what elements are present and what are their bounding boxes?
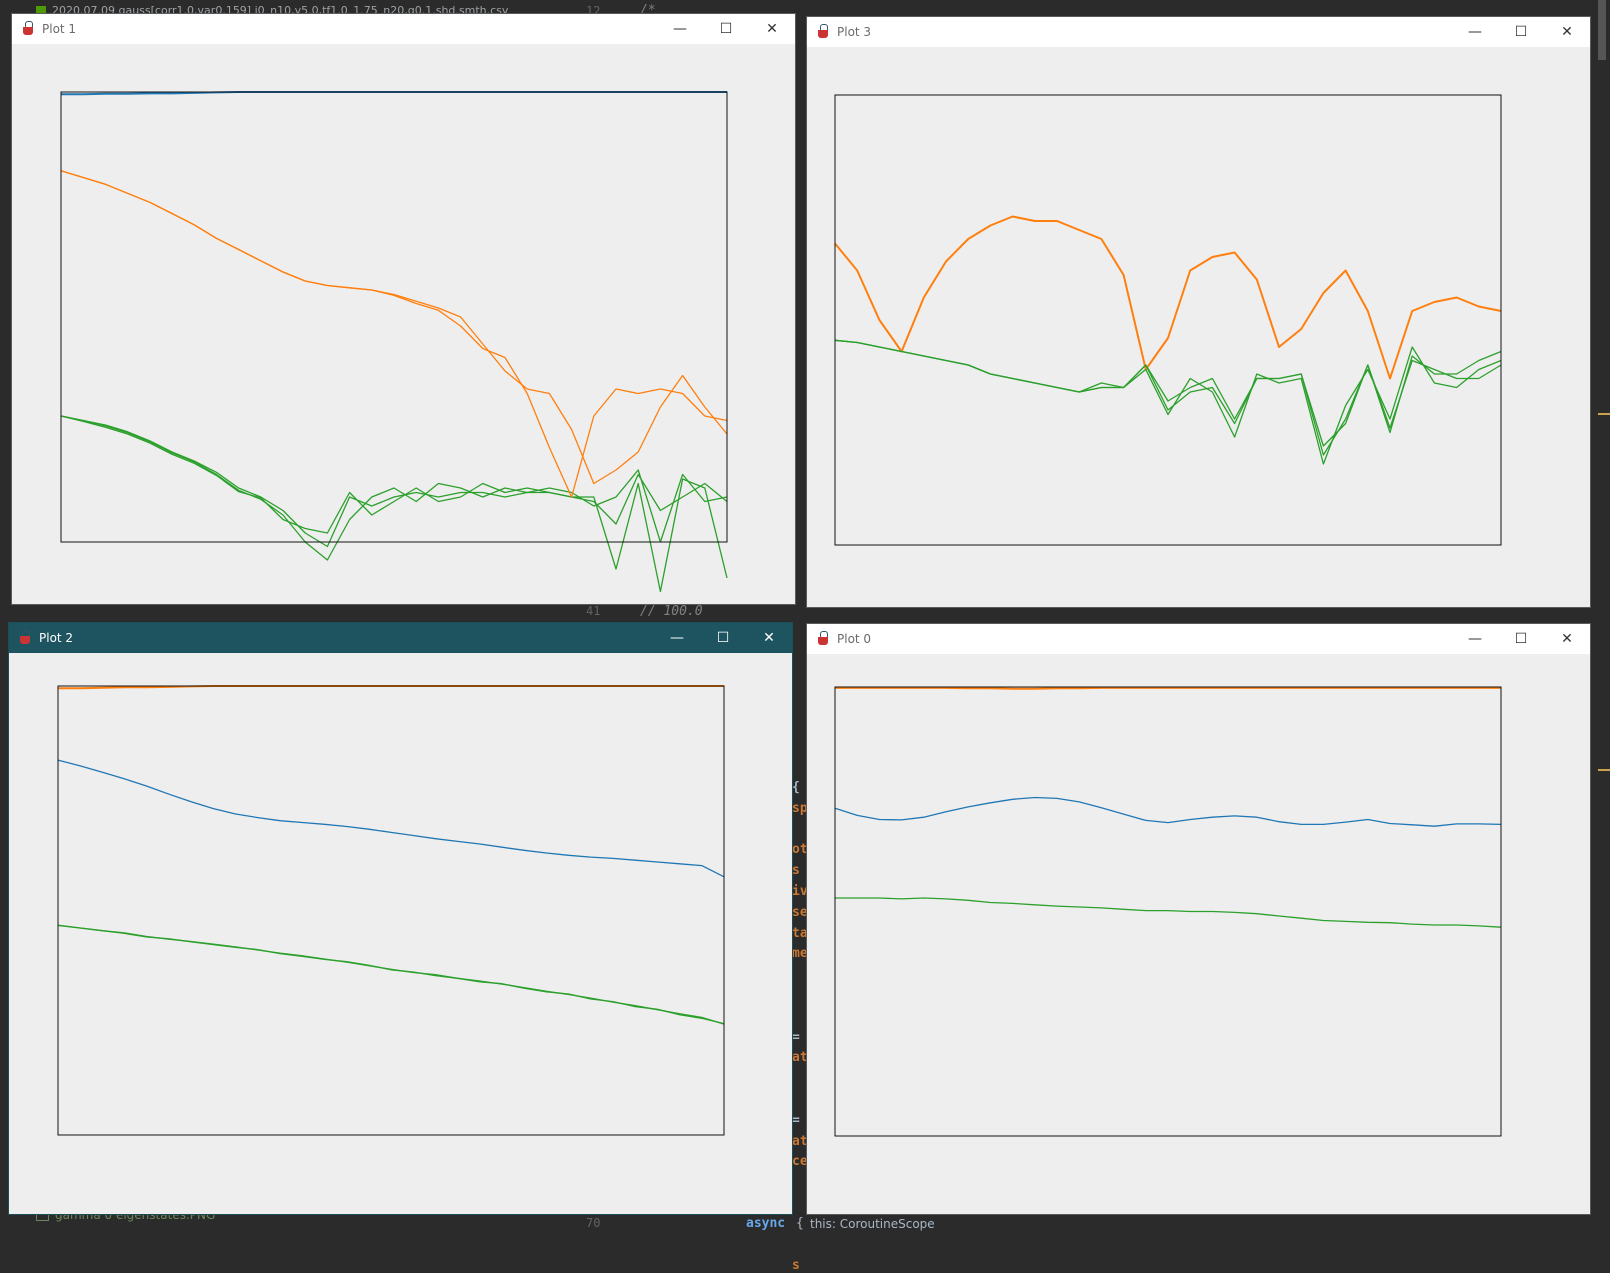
series-line — [835, 897, 1502, 928]
code-fragment: at — [792, 1050, 808, 1066]
window-title: Plot 1 — [42, 22, 77, 36]
code-comment-100: // 100.0 — [640, 604, 703, 619]
code-fragment: = — [792, 1112, 800, 1128]
plot-canvas — [12, 44, 795, 604]
code-keyword-async: async — [746, 1216, 786, 1231]
window-titlebar[interactable]: Plot 2 — ☐ ✕ — [9, 623, 792, 653]
series-line — [57, 759, 725, 878]
close-button[interactable]: ✕ — [1561, 631, 1573, 647]
plot-frame — [834, 94, 1502, 546]
line-chart — [57, 685, 725, 1136]
series-line — [60, 170, 728, 498]
plot-window-2[interactable]: Plot 2 — ☐ ✕ — [8, 622, 793, 1215]
close-button[interactable]: ✕ — [763, 630, 775, 646]
maximize-button[interactable]: ☐ — [716, 630, 730, 646]
java-app-icon — [815, 24, 831, 40]
window-title: Plot 2 — [39, 631, 74, 645]
window-titlebar[interactable]: Plot 1 — ☐ ✕ — [12, 14, 795, 44]
gutter-line-41: 41 — [586, 604, 601, 618]
maximize-button[interactable]: ☐ — [719, 21, 733, 37]
code-fragment: = — [792, 1029, 800, 1045]
line-chart — [60, 91, 728, 593]
inlay-hint: this: CoroutineScope — [810, 1217, 935, 1231]
series-line — [60, 415, 728, 561]
plot-frame — [60, 91, 728, 543]
minimize-button[interactable]: — — [1468, 24, 1482, 40]
minimize-button[interactable]: — — [1468, 631, 1482, 647]
code-fragment: { — [792, 780, 800, 795]
close-button[interactable]: ✕ — [766, 21, 778, 37]
series-line — [57, 924, 725, 1025]
series-line — [60, 170, 728, 485]
maximize-button[interactable]: ☐ — [1514, 631, 1528, 647]
close-button[interactable]: ✕ — [1561, 24, 1573, 40]
code-fragment: at — [792, 1133, 808, 1149]
code-fragment: sp — [792, 800, 808, 816]
plot-frame — [57, 685, 725, 1136]
editor-scrollbar[interactable] — [1598, 0, 1606, 60]
code-brace: { — [796, 1216, 804, 1231]
minimize-button[interactable]: — — [670, 630, 684, 646]
plot-window-1[interactable]: Plot 1 — ☐ ✕ — [11, 13, 796, 605]
plot-frame — [834, 686, 1502, 1137]
code-fragment: me — [792, 946, 808, 962]
plot-canvas — [807, 654, 1590, 1214]
maximize-button[interactable]: ☐ — [1514, 24, 1528, 40]
plot-window-0[interactable]: Plot 0 — ☐ ✕ — [806, 623, 1591, 1215]
window-titlebar[interactable]: Plot 3 — ☐ ✕ — [807, 17, 1590, 47]
series-line — [57, 924, 725, 1025]
plot-canvas — [9, 653, 792, 1214]
code-fragment: ta — [792, 925, 808, 941]
series-line — [835, 686, 1501, 690]
code-fragment: s — [792, 863, 800, 879]
gutter-line-70: 70 — [586, 1216, 601, 1230]
code-fragment: ce — [792, 1154, 808, 1170]
plot-window-3[interactable]: Plot 3 — ☐ ✕ — [806, 16, 1591, 608]
window-title: Plot 3 — [837, 25, 872, 39]
scroll-marker — [1598, 413, 1610, 415]
series-line — [834, 215, 1502, 380]
line-chart — [834, 94, 1502, 546]
series-line — [60, 415, 728, 548]
code-fragment: s — [792, 1258, 800, 1273]
csv-file-icon — [36, 6, 46, 16]
series-line — [60, 415, 728, 593]
code-fragment: ot — [792, 842, 808, 858]
scroll-marker — [1598, 769, 1610, 771]
java-app-icon — [17, 630, 33, 646]
java-app-icon — [815, 631, 831, 647]
window-title: Plot 0 — [837, 632, 872, 646]
minimize-button[interactable]: — — [673, 21, 687, 37]
series-line — [834, 339, 1502, 447]
line-chart — [834, 686, 1502, 1137]
plot-canvas — [807, 47, 1590, 607]
code-fragment: iv — [792, 884, 808, 899]
window-titlebar[interactable]: Plot 0 — ☐ ✕ — [807, 624, 1590, 654]
code-fragment: se — [792, 904, 808, 920]
series-line — [834, 796, 1502, 827]
java-app-icon — [20, 21, 36, 37]
series-line — [834, 339, 1502, 456]
